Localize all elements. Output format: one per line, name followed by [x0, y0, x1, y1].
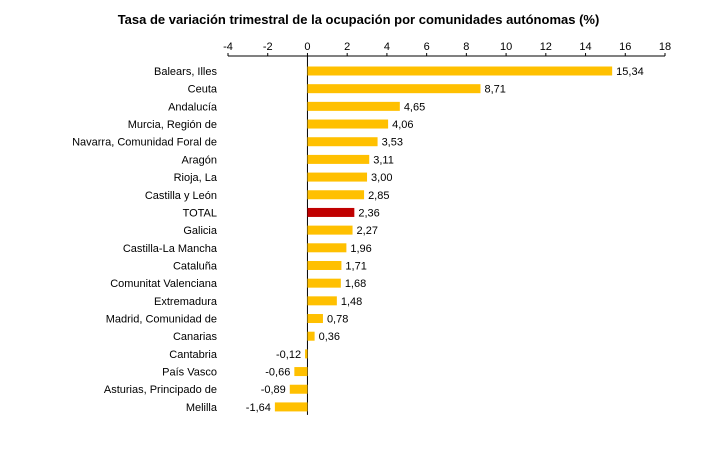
bar — [307, 225, 353, 235]
x-tick-label: 4 — [384, 41, 390, 53]
data-label: -0,89 — [261, 384, 286, 396]
category-label: Aragón — [182, 154, 217, 166]
x-tick-label: -2 — [263, 41, 273, 53]
data-label: 1,96 — [350, 243, 371, 255]
x-tick-label: 14 — [579, 41, 591, 53]
data-label: 3,53 — [382, 137, 403, 149]
category-label: Extremadura — [154, 296, 218, 308]
category-label: Madrid, Comunidad de — [106, 314, 217, 326]
category-label: Cantabria — [169, 349, 218, 361]
category-label: Rioja, La — [174, 172, 218, 184]
x-tick-label: 10 — [500, 41, 512, 53]
category-label: Murcia, Región de — [128, 119, 217, 131]
bar — [307, 243, 347, 253]
data-label: 4,06 — [392, 119, 413, 131]
bar — [307, 66, 613, 76]
data-label: -0,12 — [276, 349, 301, 361]
category-label: TOTAL — [183, 207, 217, 219]
bar — [274, 402, 308, 412]
category-label: Comunitat Valenciana — [110, 278, 218, 290]
bar — [307, 190, 365, 200]
bar — [307, 260, 342, 270]
bar — [307, 296, 337, 306]
x-tick-label: 0 — [304, 41, 310, 53]
x-tick-label: 18 — [659, 41, 671, 53]
bar — [307, 207, 355, 217]
x-tick-label: 8 — [463, 41, 469, 53]
bar — [307, 314, 323, 324]
category-label: Galicia — [183, 225, 218, 237]
data-label: 0,78 — [327, 314, 348, 326]
bar — [307, 137, 378, 147]
bar — [307, 101, 400, 111]
data-label: 1,68 — [345, 278, 366, 290]
data-label: 3,00 — [371, 172, 392, 184]
category-label: Balears, Illes — [154, 66, 217, 78]
data-label: 3,11 — [373, 154, 394, 166]
bar — [307, 172, 368, 182]
data-label: -0,66 — [265, 367, 290, 379]
data-label: 1,71 — [345, 260, 366, 272]
data-label: -1,64 — [246, 402, 271, 414]
x-tick-label: 12 — [540, 41, 552, 53]
x-tick-label: 2 — [344, 41, 350, 53]
category-label: Ceuta — [188, 84, 218, 96]
data-label: 1,48 — [341, 296, 362, 308]
category-label: Castilla-La Mancha — [123, 243, 218, 255]
category-label: Cataluña — [173, 260, 218, 272]
bar — [307, 331, 315, 341]
data-label: 4,65 — [404, 101, 425, 113]
bar — [307, 278, 341, 288]
category-label: Melilla — [186, 402, 218, 414]
x-tick-label: -4 — [223, 41, 233, 53]
bar — [289, 384, 308, 394]
category-label: País Vasco — [162, 367, 217, 379]
category-label: Andalucía — [168, 101, 218, 113]
data-label: 2,27 — [357, 225, 378, 237]
data-label: 8,71 — [484, 84, 505, 96]
x-tick-label: 16 — [619, 41, 631, 53]
data-label: 0,36 — [319, 331, 340, 343]
chart-title: Tasa de variación trimestral de la ocupa… — [117, 12, 600, 27]
bar — [305, 349, 308, 359]
bar — [307, 119, 389, 129]
data-label: 2,85 — [368, 190, 389, 202]
x-tick-label: 6 — [424, 41, 430, 53]
data-label: 2,36 — [358, 207, 379, 219]
bar — [307, 84, 481, 94]
category-label: Asturias, Principado de — [104, 384, 217, 396]
bar — [294, 367, 308, 377]
category-label: Castilla y León — [145, 190, 217, 202]
data-label: 15,34 — [616, 66, 644, 78]
category-label: Navarra, Comunidad Foral de — [72, 137, 217, 149]
category-label: Canarias — [173, 331, 218, 343]
bar — [307, 154, 370, 164]
